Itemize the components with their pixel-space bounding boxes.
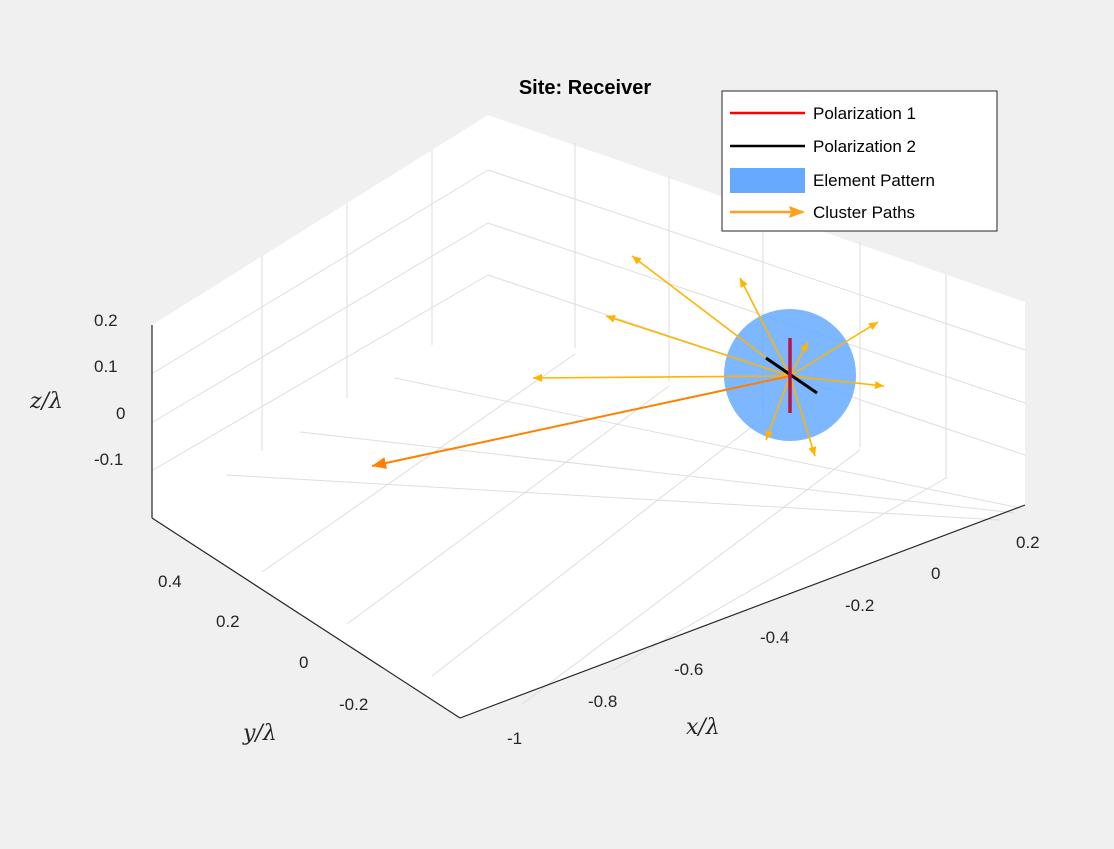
grid-line (225, 474, 1001, 521)
cluster-path-arrowhead-icon (632, 256, 642, 265)
grid-line (299, 431, 1016, 514)
grid-line (394, 377, 1021, 509)
y-tick-label: 0 (299, 653, 308, 672)
z-tick-label: 0.1 (94, 357, 118, 376)
legend-entry-polarization-1: Polarization 1 (730, 104, 916, 123)
y-axis-label: y/λ (242, 721, 277, 746)
cluster-path-arrowhead-icon (800, 342, 808, 352)
grid-line (261, 353, 576, 573)
x-axis-line (459, 504, 1026, 719)
legend-box (721, 90, 998, 232)
cluster-path-arrowhead-icon (533, 373, 543, 382)
grid-line (521, 449, 861, 705)
cluster-path-line (631, 255, 791, 377)
cluster-path-line (789, 375, 816, 457)
x-tick-label: -1 (507, 729, 522, 748)
grid-line (487, 169, 1026, 351)
legend-label: Element Pattern (813, 171, 935, 190)
cluster-path-line (789, 375, 885, 387)
x-tick-label: 0 (931, 564, 940, 583)
legend-label: Cluster Paths (813, 203, 915, 222)
legend-entry-cluster-paths: Cluster Paths (730, 203, 915, 222)
legend-entry-element-pattern: Element Pattern (730, 168, 935, 193)
z-tick-label: 0 (116, 404, 125, 423)
x-tick-label: -0.8 (588, 692, 617, 711)
cluster-path-line (765, 375, 791, 441)
axes-floor (152, 325, 1025, 718)
x-axis-label: x/λ (686, 715, 720, 740)
z-tick-label: 0.2 (94, 311, 118, 330)
axis-lines (151, 325, 1026, 719)
grid-line (611, 477, 947, 671)
cluster-path-arrowhead-icon (606, 314, 616, 323)
cluster-path-arrowhead-icon (765, 430, 773, 440)
cluster-path-line (605, 315, 791, 377)
legend-entry-polarization-2: Polarization 2 (730, 137, 916, 156)
x-tick-label: 0.2 (1016, 533, 1040, 552)
cluster-path-line (789, 321, 879, 377)
cluster-path-arrowhead-icon (868, 322, 878, 331)
x-tick-label: -0.6 (674, 660, 703, 679)
cluster-path-arrowhead-icon (808, 446, 817, 456)
y-tick-labels: 0.4 0.2 0 -0.2 (158, 572, 368, 714)
cluster-path-arrowhead-icon (874, 381, 884, 390)
z-axis-label: z/λ (29, 389, 63, 414)
cluster-path-line (371, 375, 791, 467)
x-tick-label: -0.4 (760, 628, 789, 647)
x-tick-label: -0.2 (845, 596, 874, 615)
cluster-path-line (532, 375, 791, 379)
cluster-paths (371, 255, 885, 469)
cluster-path-line (739, 277, 791, 377)
grid-line (152, 169, 489, 374)
cluster-path-arrowhead-icon (740, 278, 748, 288)
y-axis-line (151, 517, 461, 719)
legend-label: Polarization 2 (813, 137, 916, 156)
legend: Polarization 1 Polarization 2 Element Pa… (721, 90, 998, 232)
grid-line (152, 222, 489, 423)
grid-line (152, 274, 489, 471)
grid-line (487, 222, 1026, 404)
axes-back-wall-x (152, 115, 488, 518)
z-tick-label: -0.1 (94, 450, 123, 469)
y-tick-label: 0.2 (216, 612, 240, 631)
grid-line (431, 417, 764, 677)
y-tick-label: 0.4 (158, 572, 182, 591)
grid-lines (152, 143, 1026, 705)
legend-label: Polarization 1 (813, 104, 916, 123)
z-tick-labels: 0.2 0.1 0 -0.1 (94, 311, 125, 469)
y-tick-label: -0.2 (339, 695, 368, 714)
cluster-path-arrowhead-icon (372, 457, 387, 469)
x-tick-labels: 0.2 0 -0.2 -0.4 -0.6 -0.8 -1 (507, 533, 1040, 748)
grid-line (346, 385, 670, 625)
legend-swatch-blue-patch (730, 168, 805, 193)
chart-title: Site: Receiver (519, 77, 652, 99)
legend-arrow-head-icon (789, 206, 805, 218)
